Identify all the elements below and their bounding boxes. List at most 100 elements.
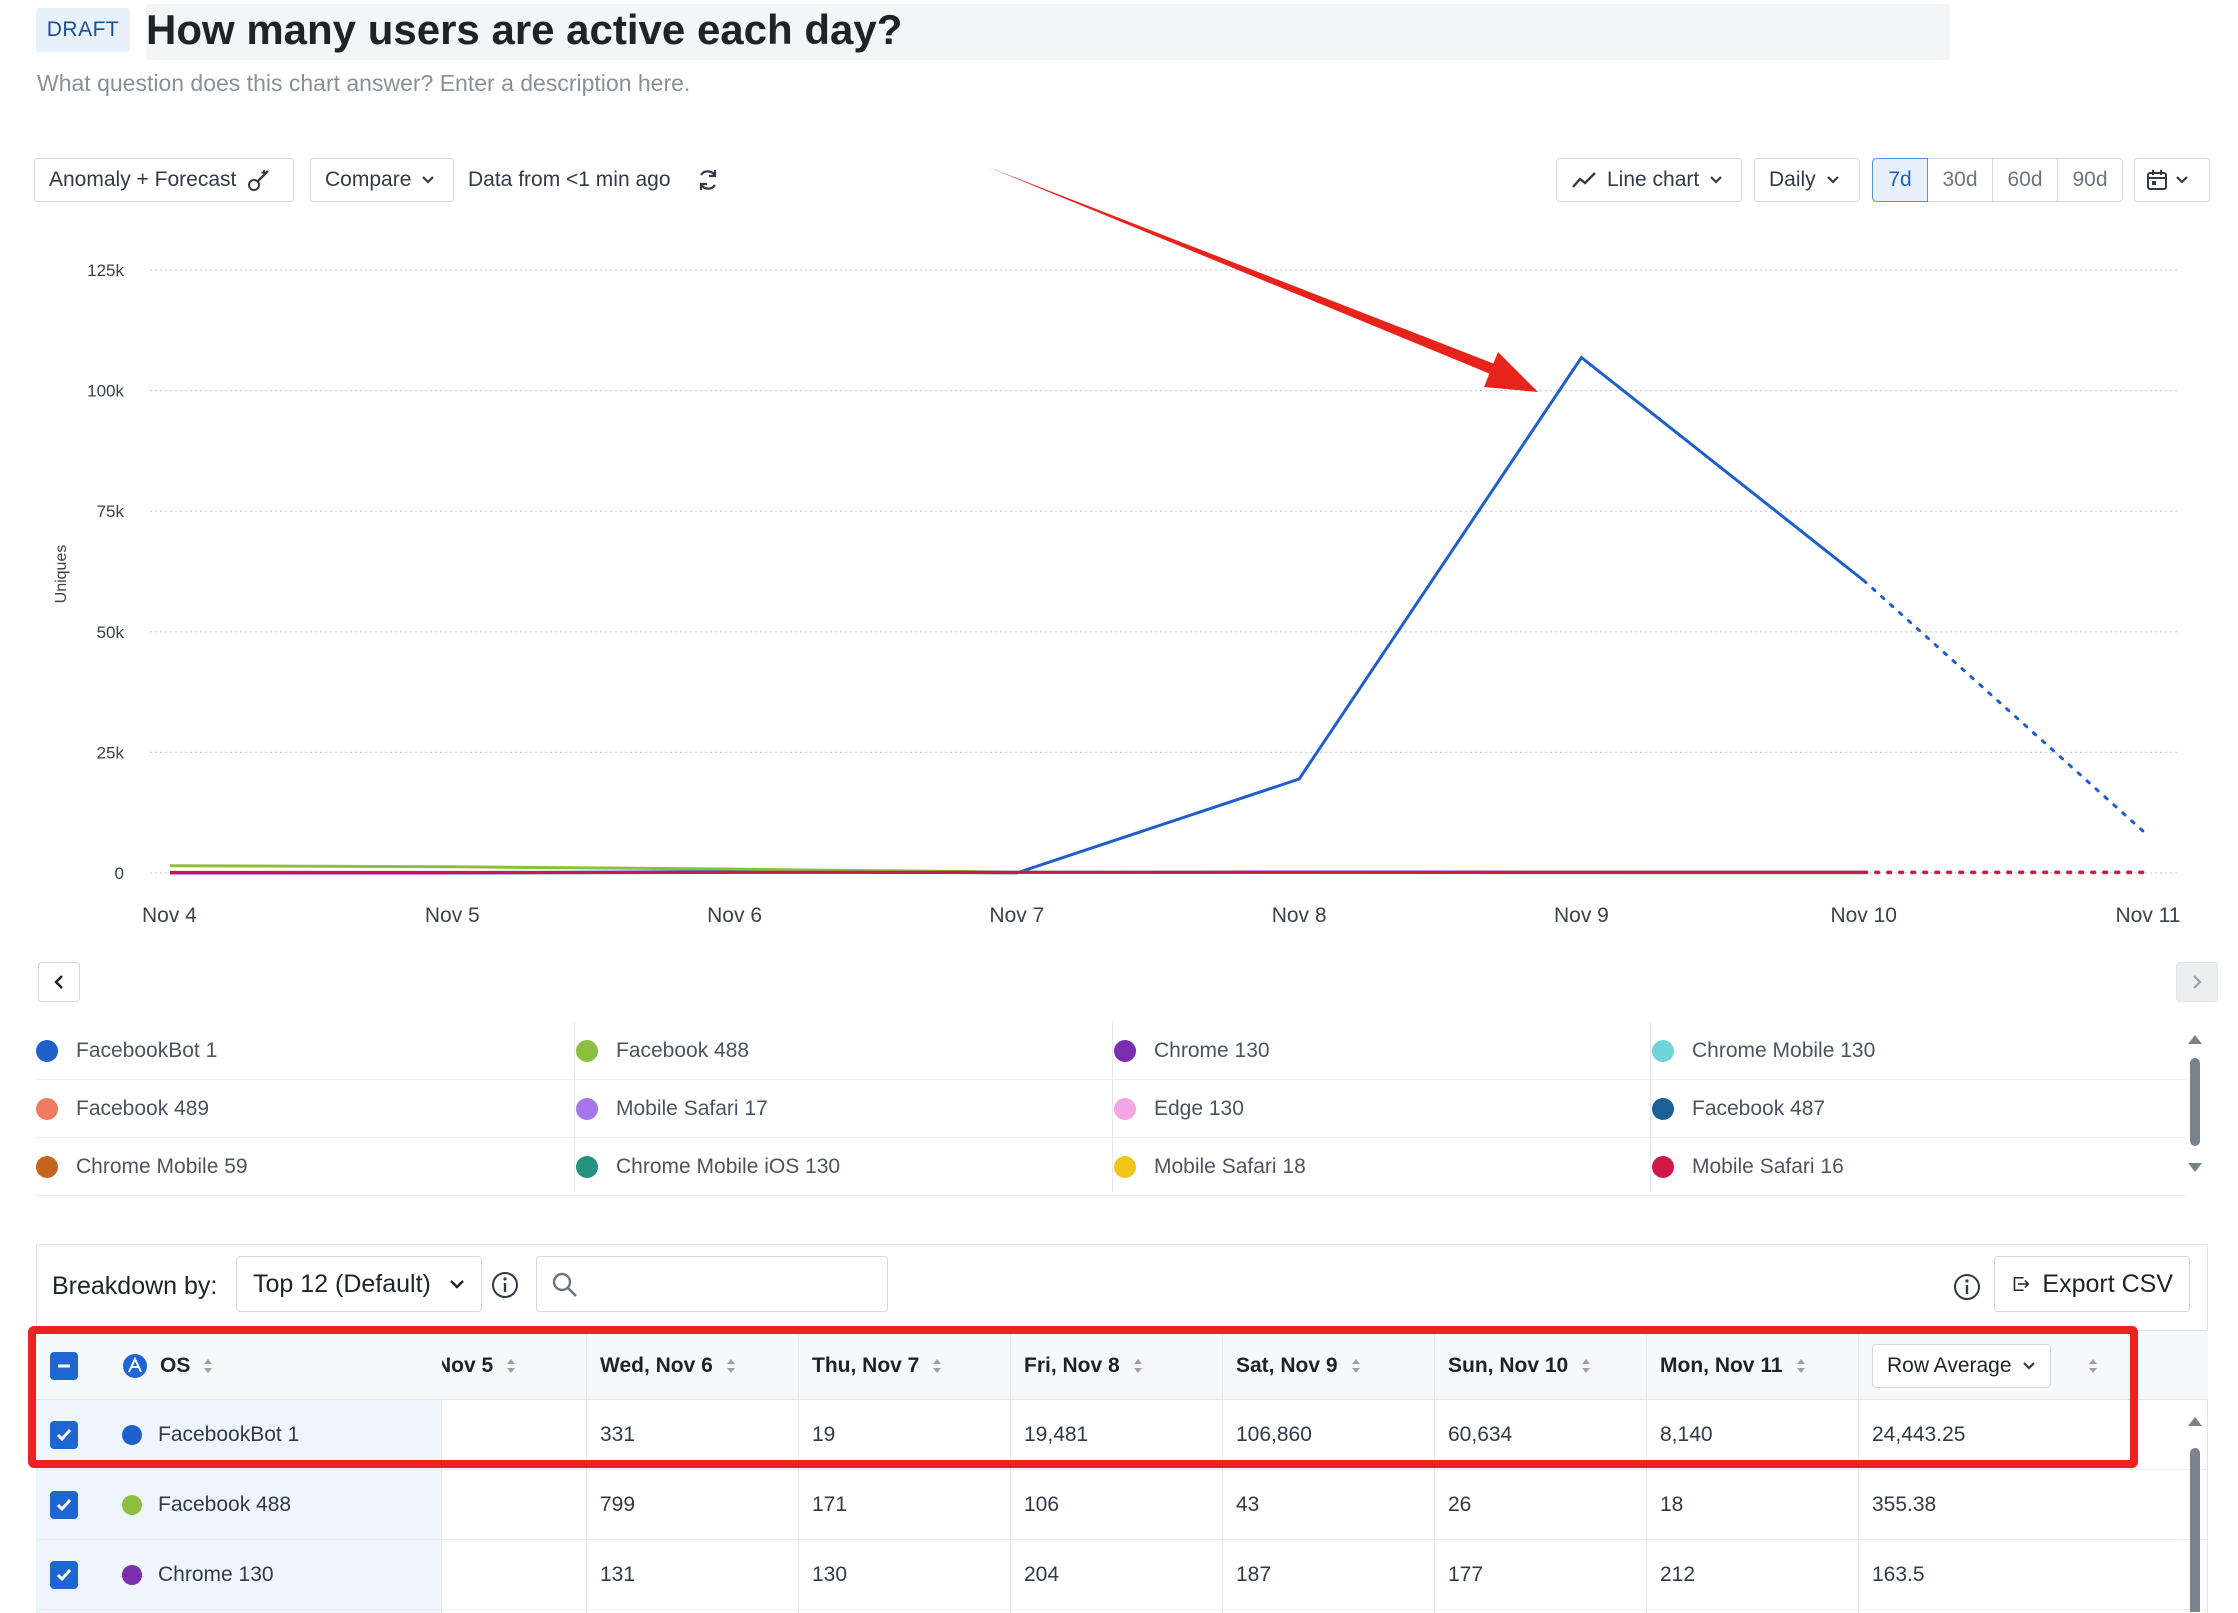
breakdown-search-input[interactable] [536,1256,888,1312]
series-color-dot [576,1156,598,1178]
legend-prev-button[interactable] [38,962,80,1002]
os-name: Facebook 488 [158,1493,292,1516]
header-checkbox-cell [36,1331,96,1401]
interval-select[interactable]: Daily [1754,158,1860,202]
legend-item[interactable]: Chrome 130 [1114,1022,1270,1080]
sort-icon[interactable] [725,1356,737,1376]
os-header-label: OS [160,1354,191,1377]
range-90d[interactable]: 90d [2057,158,2123,202]
legend-label: Facebook 489 [76,1097,210,1120]
range-30d[interactable]: 30d [1927,158,1993,202]
series-color-dot [1652,1156,1674,1178]
column-header-label: Wed, Nov 6 [600,1354,713,1377]
info-icon[interactable] [1952,1272,1982,1302]
series-forecast-line[interactable] [1862,579,2148,836]
row-checkbox[interactable] [50,1561,78,1589]
sort-icon[interactable] [2087,1356,2099,1376]
column-divider [1222,1330,1223,1613]
table-row[interactable]: Chrome 130 131 130 204 187 177 212 163.5 [36,1540,2208,1610]
chevron-down-icon [450,1280,464,1289]
date-column-header[interactable]: Fri, Nov 8 [1010,1331,1222,1401]
range-7d[interactable]: 7d [1872,158,1928,202]
row-average-cell: 355.38 [1872,1493,1937,1516]
x-tick-label: Nov 8 [1272,904,1327,927]
legend-item[interactable]: Edge 130 [1114,1080,1244,1138]
row-average-select[interactable]: Row Average [1872,1344,2051,1388]
date-column-header[interactable]: Wed, Nov 6 [586,1331,798,1401]
chevron-down-icon [2022,1362,2035,1370]
series-line[interactable] [170,355,1865,875]
compare-button[interactable]: Compare [310,158,454,202]
y-tick-label: 25k [97,743,125,762]
legend-label: Edge 130 [1154,1097,1244,1120]
legend-scrollbar[interactable] [2184,1030,2206,1180]
legend-item[interactable]: Facebook 488 [576,1022,749,1080]
property-icon [123,1354,147,1378]
sort-icon[interactable] [1350,1356,1362,1376]
legend-label: Mobile Safari 17 [616,1097,768,1120]
column-header-label: Sat, Nov 9 [1236,1354,1338,1377]
line-chart[interactable]: 0 25k 50k 75k 100k 125k Nov 4 Nov 5 Nov 6 Nov 7 N… [0,0,2238,960]
anomaly-forecast-button[interactable]: Anomaly + Forecast [34,158,294,202]
value-cell: 204 [1024,1563,1060,1586]
column-divider [1646,1330,1647,1613]
x-tick-label: Nov 4 [142,904,197,927]
legend-item[interactable]: Chrome Mobile iOS 130 [576,1138,840,1196]
legend-item[interactable]: Chrome Mobile 130 [1652,1022,1875,1080]
legend-item[interactable]: Mobile Safari 18 [1114,1138,1306,1196]
os-cell: Facebook 488 [108,1470,428,1540]
value-cell: 177 [1448,1563,1484,1586]
legend-next-button[interactable] [2176,962,2218,1002]
value-cell [442,1400,586,1470]
date-column-header[interactable]: Thu, Nov 7 [798,1331,1010,1401]
table-row[interactable]: FacebookBot 1 331 19 19,481 106,860 60,634 8,1… [36,1400,2208,1470]
os-column-header[interactable]: OS [108,1331,428,1401]
row-checkbox-cell [36,1400,96,1470]
row-checkbox[interactable] [50,1421,78,1449]
series-color-dot [1652,1098,1674,1120]
table-scrollbar[interactable] [2184,1412,2206,1612]
range-60d[interactable]: 60d [1992,158,2058,202]
series-color-dot [576,1098,598,1120]
value-cell: 171 [812,1493,848,1516]
select-all-checkbox[interactable] [50,1352,78,1380]
legend-label: Chrome Mobile 59 [76,1155,248,1178]
value-cell: 106 [1024,1493,1060,1516]
annotation-arrow [988,167,1538,392]
series-color-dot [122,1495,142,1515]
title-field[interactable] [146,4,1950,60]
legend-row: Chrome Mobile 59 Chrome Mobile iOS 130 Mob… [36,1138,2186,1196]
date-column-header[interactable]: Mon, Nov 11 [1646,1331,1858,1401]
legend-item[interactable]: FacebookBot 1 [36,1022,217,1080]
sort-icon[interactable] [1132,1356,1144,1376]
date-picker-button[interactable] [2134,158,2210,202]
export-csv-button[interactable]: Export CSV [1994,1256,2190,1312]
chart-type-select[interactable]: Line chart [1556,158,1742,202]
date-column-header[interactable]: Nov 5 [442,1331,586,1401]
breakdown-select[interactable]: Top 12 (Default) [236,1256,482,1312]
os-cell: Chrome 130 [108,1540,428,1610]
sort-icon[interactable] [1580,1356,1592,1376]
sort-icon[interactable] [931,1356,943,1376]
sort-icon[interactable] [505,1356,517,1376]
sort-icon[interactable] [202,1356,214,1376]
legend-item[interactable]: Facebook 489 [36,1080,209,1138]
legend-item[interactable]: Mobile Safari 17 [576,1080,768,1138]
date-column-header[interactable]: Sat, Nov 9 [1222,1331,1434,1401]
y-tick-label: 100k [87,382,124,401]
legend-item[interactable]: Facebook 487 [1652,1080,1825,1138]
value-cell: 18 [1660,1493,1684,1516]
refresh-icon[interactable] [694,166,722,194]
description-field[interactable]: What question does this chart answer? En… [37,70,691,96]
legend-item[interactable]: Mobile Safari 16 [1652,1138,1844,1196]
os-name: FacebookBot 1 [158,1423,300,1446]
date-column-header[interactable]: Sun, Nov 10 [1434,1331,1646,1401]
value-cell: 131 [600,1563,636,1586]
legend-item[interactable]: Chrome Mobile 59 [36,1138,248,1196]
row-checkbox[interactable] [50,1491,78,1519]
info-icon[interactable] [490,1270,520,1300]
page-title[interactable]: How many users are active each day? [146,6,903,53]
sort-icon[interactable] [1795,1356,1807,1376]
legend-label: Mobile Safari 18 [1154,1155,1306,1178]
table-row[interactable]: Facebook 488 799 171 106 43 26 18 355.38 [36,1470,2208,1540]
